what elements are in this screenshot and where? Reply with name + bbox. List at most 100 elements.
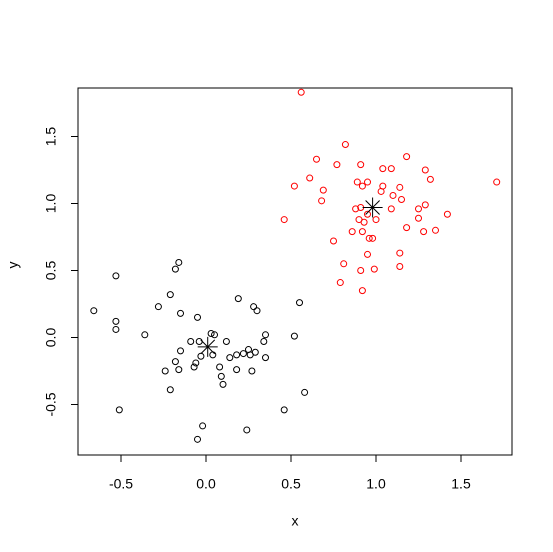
point bbox=[166, 291, 174, 299]
point bbox=[226, 354, 234, 362]
y-axis-title: y bbox=[5, 262, 21, 269]
point bbox=[420, 228, 428, 236]
point bbox=[280, 406, 288, 414]
point bbox=[234, 295, 242, 303]
point bbox=[318, 197, 326, 205]
point bbox=[194, 313, 202, 321]
point bbox=[421, 201, 429, 209]
point bbox=[398, 195, 406, 203]
point bbox=[297, 88, 305, 96]
point bbox=[357, 161, 365, 169]
point bbox=[421, 166, 429, 174]
x-tick-label: 1.5 bbox=[451, 476, 471, 492]
point bbox=[355, 216, 363, 224]
point bbox=[352, 205, 360, 213]
point bbox=[177, 347, 185, 355]
point bbox=[372, 216, 380, 224]
point bbox=[403, 224, 411, 232]
point bbox=[389, 191, 397, 199]
point bbox=[177, 309, 185, 317]
y-tick-label: 0.5 bbox=[43, 261, 59, 281]
point bbox=[396, 249, 404, 257]
point bbox=[195, 338, 203, 346]
y-tick-label: 0.0 bbox=[43, 328, 59, 348]
point bbox=[387, 205, 395, 213]
y-tick-label: 1.5 bbox=[43, 127, 59, 147]
centroid bbox=[197, 336, 218, 357]
point bbox=[336, 279, 344, 287]
point bbox=[233, 351, 241, 359]
point bbox=[112, 317, 120, 325]
point bbox=[260, 338, 268, 346]
point bbox=[340, 260, 348, 268]
y-tick-label: -0.5 bbox=[43, 392, 59, 416]
point bbox=[248, 367, 256, 375]
point bbox=[358, 228, 366, 236]
point bbox=[112, 272, 120, 280]
point bbox=[171, 265, 179, 273]
point bbox=[306, 174, 314, 182]
point bbox=[250, 303, 258, 311]
point bbox=[443, 210, 451, 218]
point bbox=[194, 435, 202, 443]
point bbox=[319, 186, 327, 194]
x-tick-label: -0.5 bbox=[109, 476, 133, 492]
point bbox=[415, 205, 423, 213]
point bbox=[222, 338, 230, 346]
point bbox=[290, 332, 298, 340]
point bbox=[296, 299, 304, 307]
point bbox=[239, 350, 247, 358]
point bbox=[330, 237, 338, 245]
point bbox=[217, 372, 225, 380]
point bbox=[364, 210, 372, 218]
y-tick-label: 1.0 bbox=[43, 194, 59, 214]
point bbox=[364, 178, 372, 186]
point bbox=[358, 182, 366, 190]
point bbox=[175, 366, 183, 374]
point bbox=[197, 352, 205, 360]
plot-frame bbox=[77, 87, 513, 456]
point bbox=[211, 331, 219, 339]
point bbox=[370, 265, 378, 273]
centroid bbox=[362, 197, 383, 218]
point bbox=[369, 234, 377, 242]
point bbox=[166, 386, 174, 394]
point bbox=[365, 234, 373, 242]
point bbox=[187, 338, 195, 346]
point bbox=[207, 329, 215, 337]
point bbox=[432, 226, 440, 234]
point bbox=[493, 178, 501, 186]
point bbox=[290, 182, 298, 190]
point bbox=[415, 214, 423, 222]
point bbox=[280, 216, 288, 224]
point bbox=[216, 363, 224, 371]
point bbox=[90, 307, 98, 315]
point bbox=[243, 426, 251, 434]
point bbox=[396, 183, 404, 191]
point bbox=[154, 303, 162, 311]
point bbox=[141, 331, 149, 339]
point bbox=[175, 258, 183, 266]
point bbox=[192, 359, 200, 367]
point bbox=[233, 366, 241, 374]
point bbox=[199, 422, 207, 430]
point bbox=[379, 165, 387, 173]
point bbox=[387, 165, 395, 173]
point bbox=[262, 354, 270, 362]
point bbox=[253, 307, 261, 315]
centroid-stroke bbox=[200, 339, 216, 355]
point bbox=[171, 358, 179, 366]
point bbox=[341, 141, 349, 149]
point bbox=[190, 363, 198, 371]
x-tick-label: 0.0 bbox=[196, 476, 216, 492]
x-tick-label: 1.0 bbox=[366, 476, 386, 492]
point bbox=[313, 155, 321, 163]
point bbox=[377, 187, 385, 195]
point bbox=[403, 153, 411, 161]
point bbox=[262, 331, 270, 339]
x-axis-title: x bbox=[292, 513, 299, 529]
point bbox=[161, 367, 169, 375]
point bbox=[251, 348, 259, 356]
point bbox=[348, 228, 356, 236]
